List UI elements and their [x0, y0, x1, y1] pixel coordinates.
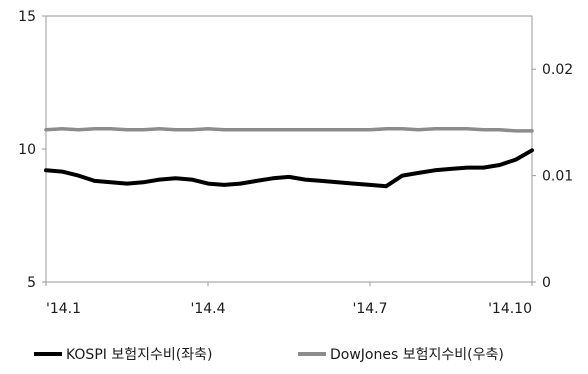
x-axis-tick-label: '14.4: [190, 301, 225, 317]
series-line-dowjones: [44, 127, 534, 133]
x-axis-tick-label: '14.10: [488, 301, 532, 317]
legend: KOSPI 보험지수비(좌축) DowJones 보험지수비(우축): [34, 347, 504, 363]
series-layer: [44, 127, 534, 189]
left-axis-tick-label: 15: [18, 9, 36, 25]
axes-layer: 5 10 15 0 0.01 0.02 '14.1 '14.4 '14.7 '14.10: [18, 9, 573, 317]
legend-label-kospi: KOSPI 보험지수비(좌축): [66, 347, 212, 363]
left-axis-tick-label: 5: [27, 275, 36, 291]
series-line-kospi: [44, 148, 534, 189]
x-axis-tick-label: '14.1: [46, 301, 81, 317]
right-axis-tick-label: 0: [542, 275, 551, 291]
legend-label-dowjones: DowJones 보험지수비(우축): [330, 347, 504, 363]
left-axis-tick-label: 10: [18, 142, 36, 158]
plot-area-frame: [45, 15, 533, 283]
right-axis-tick-label: 0.02: [542, 62, 573, 78]
x-axis-tick-label: '14.7: [352, 301, 387, 317]
right-axis-tick-label: 0.01: [542, 169, 573, 185]
